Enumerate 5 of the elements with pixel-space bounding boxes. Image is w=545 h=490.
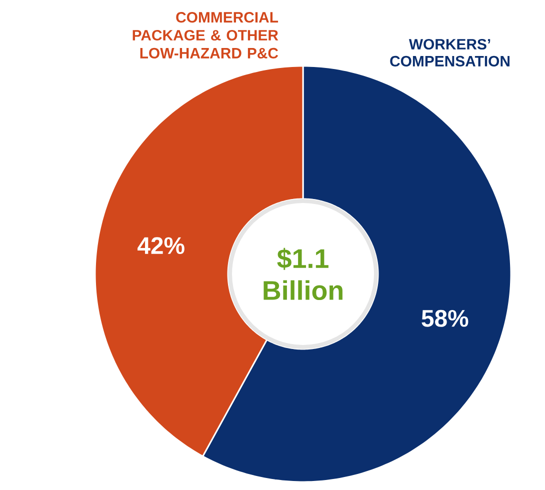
data-label: 58% [422,310,468,327]
text: $1.1 Billion [264,248,342,300]
data-label: 42% [138,237,184,254]
slice-label: WORKERS’ COMPENSATION [390,38,510,66]
slice-label: COMMERCIAL PACKAGE & OTHER LOW-HAZARD P&C [132,12,278,58]
